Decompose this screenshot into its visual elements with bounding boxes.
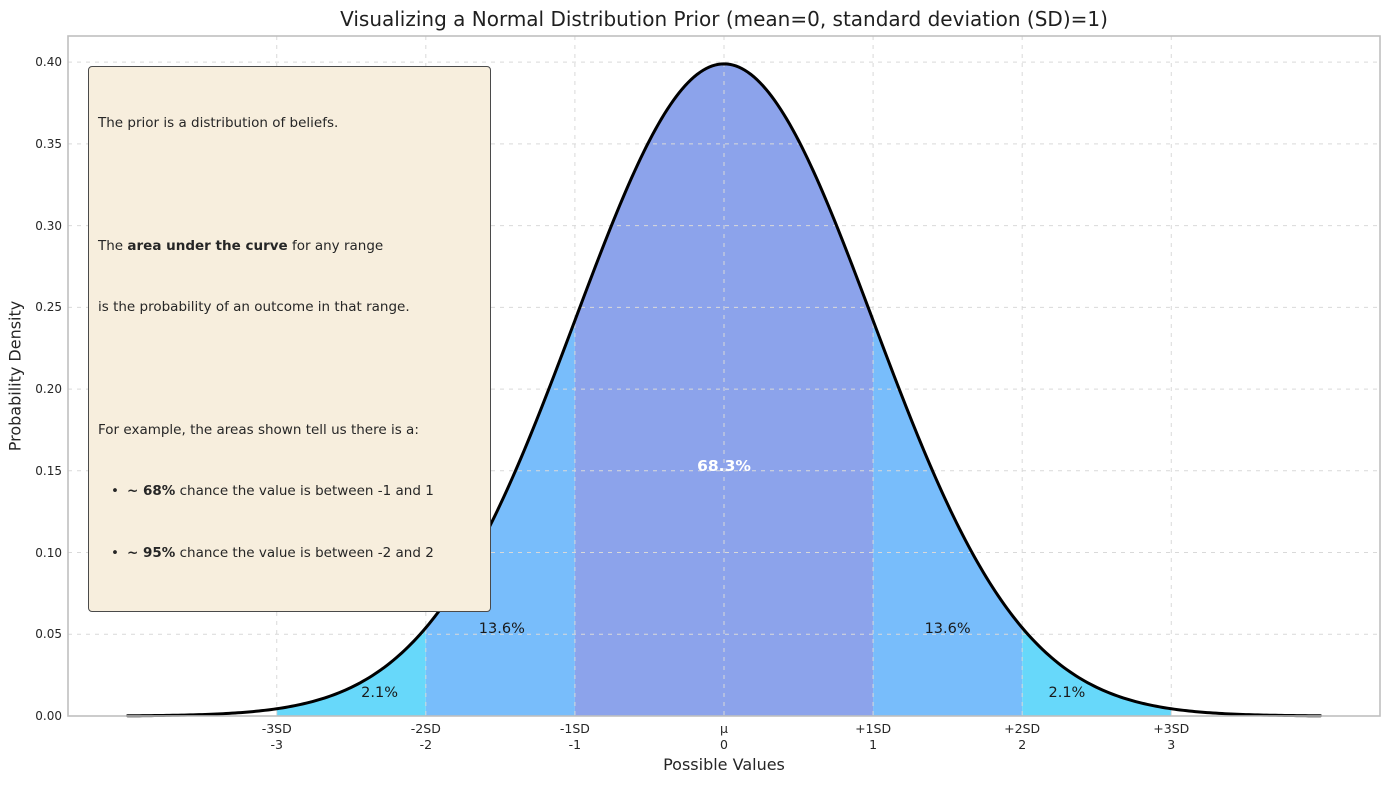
x-tick-sd-label: μ bbox=[720, 721, 728, 736]
bullet-icon: • bbox=[111, 544, 119, 561]
explanation-line: is the probability of an outcome in that… bbox=[98, 297, 481, 318]
y-tick-label: 0.35 bbox=[35, 136, 62, 151]
x-tick-sd-label: -2SD bbox=[410, 721, 441, 736]
x-tick-value-label: 3 bbox=[1167, 736, 1176, 752]
x-tick-value-label: 1 bbox=[869, 736, 878, 752]
x-axis-title: Possible Values bbox=[663, 755, 785, 774]
x-tick-label: +3SD 3 bbox=[1153, 721, 1189, 752]
x-tick-label: +1SD 1 bbox=[855, 721, 891, 752]
y-tick-label: 0.05 bbox=[35, 627, 62, 642]
explanation-text-bold: area under the curve bbox=[127, 237, 288, 254]
explanation-line: The area under the curve for any range bbox=[98, 236, 481, 257]
explanation-spacer bbox=[98, 175, 481, 195]
explanation-box: The prior is a distribution of beliefs. … bbox=[88, 66, 491, 612]
probability-band--3-to--2 bbox=[276, 627, 426, 716]
percentage-label: 2.1% bbox=[1048, 685, 1086, 702]
x-tick-value-label: 2 bbox=[1018, 736, 1027, 752]
explanation-text: The bbox=[98, 237, 128, 254]
y-axis-title: Probability Density bbox=[5, 300, 25, 452]
chart-title: Visualizing a Normal Distribution Prior … bbox=[340, 7, 1108, 31]
percentage-label: 13.6% bbox=[478, 621, 525, 638]
x-tick-label: -3SD -3 bbox=[262, 721, 292, 752]
explanation-text: chance the value is between -1 and 1 bbox=[175, 483, 434, 499]
x-tick-label: +2SD 2 bbox=[1004, 721, 1040, 752]
explanation-text: for any range bbox=[287, 237, 384, 254]
y-tick-label: 0.25 bbox=[35, 300, 62, 315]
x-tick-value-label: -2 bbox=[419, 736, 433, 752]
plot-border bbox=[67, 35, 1381, 717]
x-tick-sd-label: -1SD bbox=[559, 721, 590, 736]
x-tick-sd-label: +2SD bbox=[1004, 721, 1041, 736]
x-tick-sd-label: +1SD bbox=[855, 721, 892, 736]
explanation-text: chance the value is between -2 and 2 bbox=[175, 544, 434, 561]
y-tick-label: 0.20 bbox=[35, 382, 62, 397]
explanation-text-bold: ~ 68% bbox=[126, 483, 176, 499]
x-tick-sd-label: -3SD bbox=[261, 721, 292, 736]
probability-band-2-to-3 bbox=[1022, 627, 1172, 716]
y-tick-label: 0.10 bbox=[35, 545, 62, 560]
x-tick-value-label: -1 bbox=[568, 736, 582, 752]
y-tick-label: 0.30 bbox=[35, 218, 62, 233]
explanation-text-bold: ~ 95% bbox=[126, 544, 176, 561]
percentage-label: 13.6% bbox=[924, 621, 971, 638]
percentage-label: 2.1% bbox=[361, 685, 399, 702]
explanation-text: The prior is a distribution of beliefs. bbox=[98, 115, 339, 131]
explanation-bullet-95: • ~ 95% chance the value is between -2 an… bbox=[98, 543, 481, 564]
y-tick-label: 0.40 bbox=[35, 55, 62, 70]
explanation-line: The prior is a distribution of beliefs. bbox=[98, 113, 481, 134]
explanation-text: is the probability of an outcome in that… bbox=[98, 299, 410, 315]
x-tick-sd-label: +3SD bbox=[1153, 721, 1190, 736]
explanation-line: For example, the areas shown tell us the… bbox=[98, 420, 481, 441]
explanation-spacer bbox=[98, 359, 481, 379]
percentage-label: 68.3% bbox=[697, 456, 751, 475]
y-tick-label: 0.00 bbox=[35, 709, 62, 723]
x-tick-label: -2SD -2 bbox=[411, 721, 441, 752]
explanation-bullet-68: • ~ 68% chance the value is between -1 an… bbox=[98, 481, 481, 502]
bullet-icon: • bbox=[111, 483, 119, 499]
explanation-text: For example, the areas shown tell us the… bbox=[98, 421, 419, 438]
y-tick-label: 0.15 bbox=[35, 463, 62, 478]
x-tick-value-label: 0 bbox=[720, 736, 728, 752]
x-tick-label: -1SD -1 bbox=[560, 721, 590, 752]
normal-pdf-curve bbox=[126, 62, 1322, 718]
x-tick-value-label: -3 bbox=[270, 736, 283, 752]
